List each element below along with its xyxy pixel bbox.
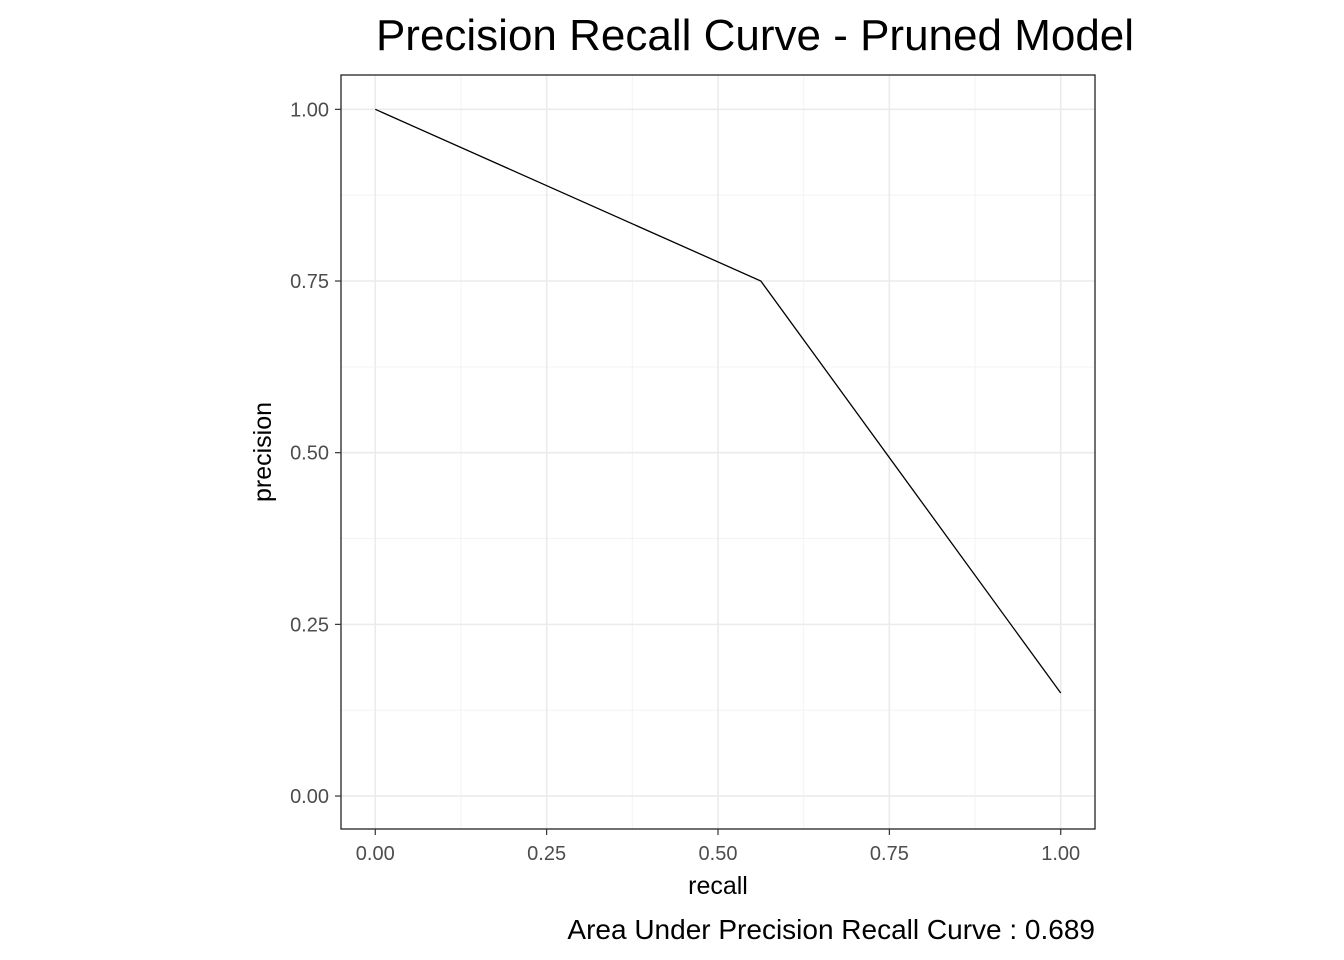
chart-title: Precision Recall Curve - Pruned Model <box>376 11 1134 60</box>
y-tick-label: 0.25 <box>290 614 329 636</box>
axis-tick-labels: 0.00 0.25 0.50 0.75 1.00 0.00 0.25 0.50 0.75 1.00 <box>290 99 1080 865</box>
x-tick-label: 1.00 <box>1041 843 1080 865</box>
x-tick-label: 0.50 <box>699 843 738 865</box>
major-gridlines <box>341 75 1095 829</box>
y-axis-title: precision <box>249 402 277 502</box>
x-tick-label: 0.25 <box>527 843 566 865</box>
axis-ticks <box>335 108 1062 835</box>
series-layer <box>375 108 1062 694</box>
y-tick-label: 0.75 <box>290 271 329 293</box>
y-tick-label: 0.50 <box>290 443 329 465</box>
x-tick-label: 0.00 <box>356 843 395 865</box>
x-axis-title: recall <box>688 872 748 900</box>
y-tick-label: 0.00 <box>290 786 329 808</box>
y-tick-label: 1.00 <box>290 99 329 121</box>
chart-caption: Area Under Precision Recall Curve : 0.68… <box>567 914 1095 945</box>
x-tick-label: 0.75 <box>870 843 909 865</box>
pr-curve-line <box>375 108 1062 694</box>
